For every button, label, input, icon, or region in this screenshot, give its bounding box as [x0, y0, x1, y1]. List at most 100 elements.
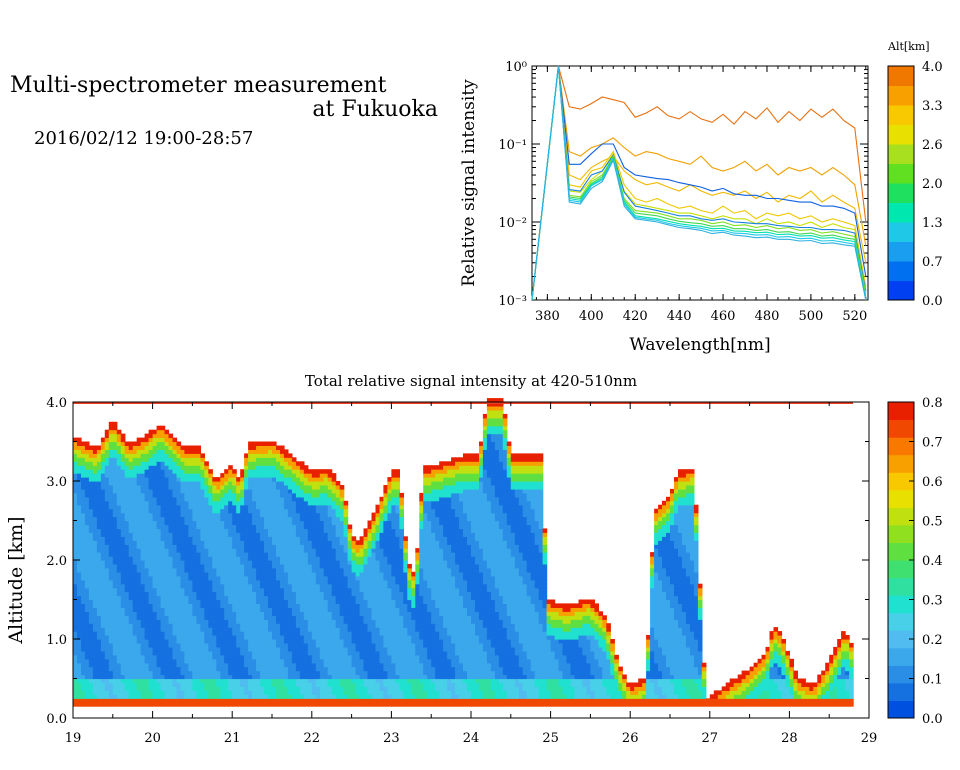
- heatmap-cell: [157, 473, 162, 478]
- heatmap-cell: [105, 655, 110, 660]
- heatmap-cell: [109, 651, 114, 656]
- heatmap-cell: [232, 493, 237, 498]
- heatmap-cell: [368, 525, 373, 530]
- heatmap-cell: [344, 651, 349, 656]
- heatmap-cell: [244, 469, 249, 474]
- heatmap-cell: [272, 473, 277, 478]
- heatmap-cell: [252, 667, 257, 672]
- heatmap-cell: [232, 615, 237, 620]
- heatmap-cell: [216, 615, 221, 620]
- heatmap-cell: [296, 532, 301, 537]
- heatmap-cell: [212, 683, 217, 688]
- heatmap-cell: [256, 548, 261, 553]
- heatmap-cell: [308, 485, 313, 490]
- heatmap-cell: [145, 592, 150, 597]
- heatmap-cell: [256, 453, 261, 458]
- heatmap-cell: [105, 635, 110, 640]
- heatmap-cell: [188, 552, 193, 557]
- heatmap-cell: [248, 521, 253, 526]
- heatmap-cell: [272, 647, 277, 652]
- heatmap-cell: [268, 619, 273, 624]
- heatmap-cell: [248, 675, 253, 680]
- heatmap-cell: [368, 675, 373, 680]
- heatmap-cell: [312, 560, 317, 565]
- heatmap-cell: [73, 690, 78, 695]
- heatmap-cell: [256, 584, 261, 589]
- heatmap-cell: [133, 568, 138, 573]
- heatmap-cell: [292, 477, 297, 482]
- heatmap-cell: [332, 686, 337, 691]
- heatmap-cell: [204, 639, 209, 644]
- heatmap-cell: [308, 477, 313, 482]
- heatmap-cell: [368, 643, 373, 648]
- heatmap-cell: [169, 461, 174, 466]
- heatmap-cell: [304, 611, 309, 616]
- heatmap-cell: [97, 667, 102, 672]
- heatmap-cell: [336, 564, 341, 569]
- heatmap-cell: [316, 651, 321, 656]
- heatmap-cell: [352, 540, 357, 545]
- heatmap-cell: [216, 651, 221, 656]
- heatmap-cell: [125, 576, 130, 581]
- heatmap-cell: [332, 481, 337, 486]
- heatmap-cell: [304, 607, 309, 612]
- heatmap-cell: [264, 694, 269, 699]
- heatmap-cell: [252, 560, 257, 565]
- heatmap-cell: [133, 548, 138, 553]
- heatmap-cell: [224, 667, 229, 672]
- heatmap-cell: [196, 446, 201, 451]
- heatmap-cell: [276, 564, 281, 569]
- heatmap-cell: [308, 683, 313, 688]
- heatmap-cell: [145, 457, 150, 462]
- heatmap-cell: [304, 686, 309, 691]
- heatmap-cell: [177, 580, 182, 585]
- heatmap-cell: [292, 698, 297, 703]
- heatmap-cell: [244, 651, 249, 656]
- heatmap-cell: [236, 690, 241, 695]
- heatmap-cell: [224, 619, 229, 624]
- heatmap-cell: [256, 683, 261, 688]
- heatmap-cell: [117, 434, 122, 439]
- heatmap-cell: [364, 655, 369, 660]
- heatmap-cell: [376, 600, 381, 605]
- heatmap-cell: [177, 521, 182, 526]
- heatmap-cell: [157, 698, 162, 703]
- heatmap-cell: [256, 560, 261, 565]
- heatmap-cell: [328, 619, 333, 624]
- heatmap-cell: [324, 521, 329, 526]
- heatmap-cell: [312, 631, 317, 636]
- heatmap-cell: [192, 623, 197, 628]
- heatmap-cell: [204, 686, 209, 691]
- heatmap-cell: [188, 446, 193, 451]
- heatmap-cell: [328, 592, 333, 597]
- heatmap-cell: [248, 611, 253, 616]
- heatmap-cell: [364, 584, 369, 589]
- heatmap-cell: [344, 675, 349, 680]
- heatmap-cell: [292, 671, 297, 676]
- heatmap-cell: [292, 584, 297, 589]
- heatmap-cell: [340, 493, 345, 498]
- heatmap-cell: [272, 611, 277, 616]
- heatmap-cell: [284, 560, 289, 565]
- heatmap-cell: [288, 683, 293, 688]
- heatmap-cell: [212, 540, 217, 545]
- heatmap-cell: [157, 453, 162, 458]
- heatmap-cell: [352, 603, 357, 608]
- heatmap-cell: [109, 453, 114, 458]
- colorbar-swatch: [888, 66, 914, 86]
- heatmap-cell: [113, 584, 118, 589]
- heatmap-cell: [364, 690, 369, 695]
- heatmap-cell: [372, 667, 377, 672]
- heatmap-cell: [93, 694, 98, 699]
- heatmap-cell: [149, 576, 154, 581]
- heatmap-cell: [137, 568, 142, 573]
- heatmap-cell: [177, 698, 182, 703]
- heatmap-cell: [348, 580, 353, 585]
- heatmap-cell: [256, 679, 261, 684]
- heatmap-cell: [372, 580, 377, 585]
- heatmap-cell: [256, 615, 261, 620]
- heatmap-cell: [292, 600, 297, 605]
- heatmap-cell: [304, 679, 309, 684]
- heatmap-cell: [224, 525, 229, 530]
- heatmap-cell: [344, 521, 349, 526]
